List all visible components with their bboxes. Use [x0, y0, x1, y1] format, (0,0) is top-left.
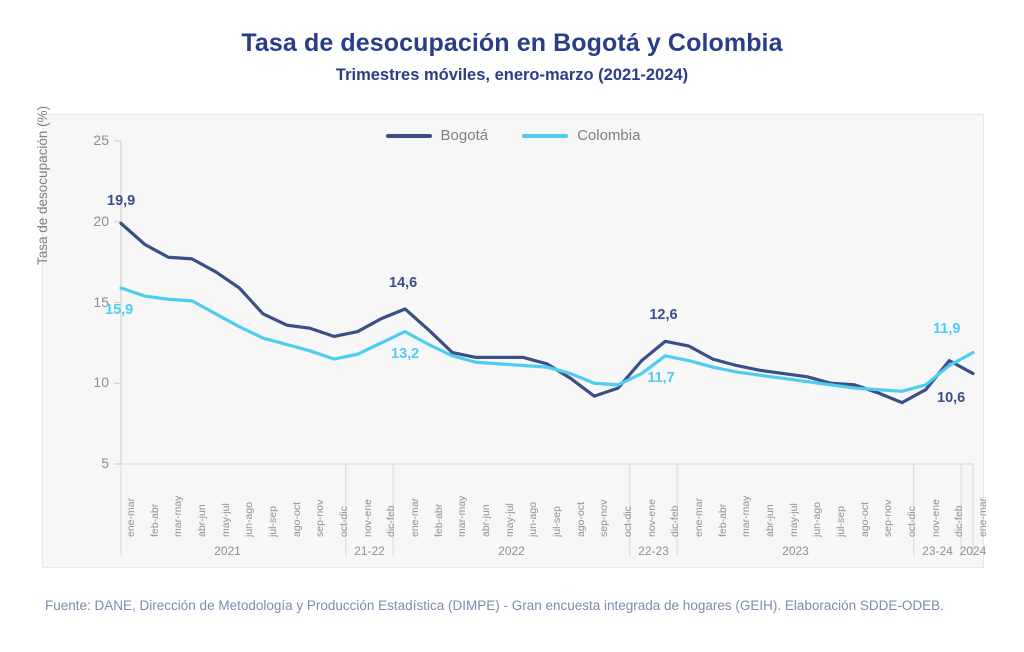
legend-swatch-bogota: [385, 133, 432, 138]
legend-swatch-colombia: [522, 133, 569, 138]
legend-label-bogota: Bogotá: [440, 127, 489, 144]
x-group-label: 23-24: [922, 544, 953, 558]
x-group-label: 2021: [214, 544, 241, 558]
x-tick-label: oct-dic: [338, 506, 350, 537]
title-block: Tasa de desocupación en Bogotá y Colombi…: [0, 29, 1024, 84]
y-tick-label: 10: [93, 374, 109, 391]
x-tick-label: dic-feb: [953, 505, 966, 537]
x-tick-label: may-jul: [219, 503, 232, 537]
x-group-label: 2024: [959, 544, 987, 558]
x-tick-label: abr-jun: [196, 504, 208, 537]
page-subtitle: Trimestres móviles, enero-marzo (2021-20…: [335, 65, 689, 84]
data-label-bogota: 12,6: [649, 307, 678, 324]
x-tick-label: sep-nov: [314, 499, 327, 537]
x-tick-label: oct-dic: [906, 506, 918, 537]
x-tick-label: may-jul: [503, 503, 516, 537]
x-tick-label: sep-nov: [882, 499, 895, 537]
x-tick-label: dic-feb: [385, 505, 398, 537]
legend-item-bogota[interactable]: Bogotá: [385, 127, 489, 144]
chart-panel: Bogotá Colombia Tasa de desocupación (%)…: [35, 106, 989, 568]
data-label-colombia: 13,2: [391, 345, 420, 362]
x-tick-label: jun-ago: [243, 501, 256, 537]
x-tick-label: feb-abr: [148, 503, 161, 537]
data-label-colombia: 11,9: [933, 320, 961, 337]
x-tick-label: abr-jun: [764, 504, 776, 537]
x-tick-label: ene-mar: [693, 497, 705, 537]
x-tick-label: jul-sep: [267, 506, 279, 537]
legend-label-colombia: Colombia: [577, 127, 641, 144]
x-tick-label: mar-may: [172, 495, 185, 537]
y-tick-label: 5: [101, 455, 109, 471]
x-tick-label: dic-feb: [669, 505, 682, 537]
x-tick-label: ene-mar: [125, 497, 137, 537]
x-tick-label: abr-jun: [480, 504, 492, 537]
y-tick-label: 20: [93, 212, 109, 229]
x-tick-label: sep-nov: [598, 499, 611, 537]
plot-area: [114, 140, 975, 556]
x-tick-label: ene-mar: [409, 497, 421, 537]
x-tick-label: nov-ene: [645, 499, 658, 537]
x-tick-label: ago-oct: [858, 501, 871, 537]
data-label-bogota: 10,6: [937, 389, 966, 406]
data-label-colombia: 11,7: [647, 369, 675, 386]
x-tick-label: ago-oct: [290, 501, 303, 537]
page-title: Tasa de desocupación en Bogotá y Colombi…: [241, 29, 783, 57]
x-tick-label: feb-abr: [432, 503, 445, 537]
x-group-label: 22-23: [638, 544, 669, 558]
x-tick-label: oct-dic: [622, 506, 634, 537]
x-group-label: 21-22: [354, 544, 385, 558]
y-tick-label: 25: [93, 132, 109, 148]
x-tick-label: jul-sep: [835, 506, 847, 537]
data-label-bogota: 19,9: [107, 193, 136, 210]
x-tick-label: jun-ago: [527, 501, 540, 537]
x-group-label: 2023: [782, 544, 809, 558]
y-tick-label: 15: [93, 293, 109, 310]
x-tick-label: nov-ene: [361, 499, 374, 537]
x-tick-label: mar-may: [456, 495, 469, 537]
x-tick-label: jul-sep: [551, 506, 563, 537]
x-tick-label: nov-ene: [929, 499, 942, 537]
legend-item-colombia[interactable]: Colombia: [522, 127, 640, 144]
x-tick-label: ene-mar: [977, 497, 989, 537]
data-label-bogota: 14,6: [389, 274, 418, 291]
chart-legend: Bogotá Colombia: [43, 127, 983, 144]
x-tick-label: jun-ago: [811, 501, 824, 537]
x-tick-label: feb-abr: [716, 503, 729, 537]
x-tick-label: mar-may: [740, 495, 753, 537]
source-note: Fuente: DANE, Dirección de Metodología y…: [45, 598, 944, 613]
x-tick-label: may-jul: [787, 503, 800, 537]
x-group-label: 2022: [498, 544, 525, 558]
x-tick-label: ago-oct: [574, 501, 587, 537]
data-label-colombia: 15,9: [105, 301, 134, 318]
